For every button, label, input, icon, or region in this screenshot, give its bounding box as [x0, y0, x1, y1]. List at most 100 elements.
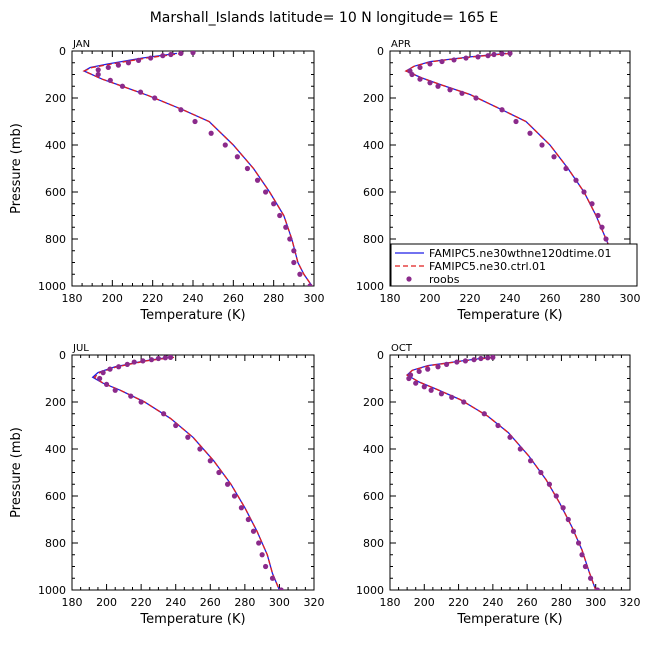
x-tick-label: 240 [500, 292, 521, 305]
y-tick-label: 400 [363, 139, 384, 152]
obs-point [527, 130, 533, 136]
obs-point [97, 375, 103, 382]
obs-point [287, 236, 293, 242]
obs-point [173, 422, 179, 429]
obs-point [425, 366, 431, 372]
x-tick-label: 240 [482, 596, 503, 609]
x-tick-label: 300 [304, 292, 325, 305]
y-tick-label: 400 [45, 443, 66, 456]
x-tick-label: 220 [142, 292, 163, 305]
obs-point [417, 76, 423, 82]
x-axis-label-apr: Temperature (K) [456, 308, 562, 323]
obs-point [216, 469, 222, 476]
obs-point [490, 355, 496, 360]
x-tick-label: 200 [414, 596, 435, 609]
obs-point [499, 51, 505, 57]
obs-point [499, 107, 505, 113]
obs-point [495, 422, 501, 429]
obs-point [140, 358, 146, 364]
obs-point [178, 51, 184, 56]
obs-point [428, 387, 434, 393]
obs-point [409, 71, 415, 78]
obs-point [421, 384, 427, 390]
x-tick-label: 180 [62, 292, 83, 305]
x-axis-label-jul: Temperature (K) [139, 612, 245, 627]
obs-point [579, 552, 585, 558]
obs-point [167, 355, 174, 360]
y-tick-label: 600 [363, 490, 384, 503]
obs-point [103, 381, 110, 387]
obs-point [435, 83, 441, 89]
obs-point [581, 189, 587, 195]
plot-frame-oct [389, 354, 631, 591]
obs-point [439, 58, 445, 65]
y-tick-label: 800 [363, 233, 384, 246]
x-tick-label: 280 [551, 596, 572, 609]
legend-label: roobs [429, 273, 460, 286]
y-tick-label: 200 [363, 396, 384, 409]
x-tick-label: 180 [380, 596, 401, 609]
panel-label-apr: APR [391, 39, 411, 50]
y-tick-label: 200 [45, 92, 66, 105]
obs-point [447, 87, 453, 93]
obs-point [443, 361, 450, 367]
series-group-oct [406, 355, 601, 590]
obs-point [244, 165, 251, 172]
obs-point [603, 236, 609, 242]
obs-point [135, 57, 142, 64]
obs-point [178, 107, 184, 113]
obs-point [560, 505, 566, 511]
obs-point [116, 364, 122, 370]
obs-point [234, 154, 240, 160]
obs-point [278, 587, 284, 590]
x-tick-label: 260 [517, 596, 538, 609]
x-tick-label: 260 [200, 596, 221, 609]
x-tick-label: 280 [580, 292, 601, 305]
obs-point [185, 434, 191, 440]
obs-point [478, 355, 484, 362]
y-tick-label: 0 [59, 349, 66, 362]
obs-point [307, 283, 313, 286]
obs-point [459, 90, 465, 96]
x-tick-label: 180 [380, 292, 401, 305]
obs-point [269, 575, 276, 581]
y-tick-label: 600 [45, 490, 66, 503]
obs-point [95, 67, 101, 73]
x-tick-label: 220 [448, 596, 469, 609]
obs-point [599, 224, 605, 230]
series-line-model-b [404, 52, 630, 286]
series-line-model-b [82, 52, 313, 286]
obs-point [254, 177, 261, 183]
obs-point [271, 201, 277, 207]
y-tick-label: 0 [377, 349, 384, 362]
obs-point [238, 505, 244, 511]
y-tick-label: 800 [45, 537, 66, 550]
y-tick-label: 200 [45, 396, 66, 409]
obs-point [160, 53, 166, 59]
obs-point [207, 458, 213, 464]
obs-point [250, 528, 257, 534]
y-tick-label: 1000 [356, 280, 384, 293]
x-tick-label: 220 [460, 292, 481, 305]
obs-point [190, 51, 196, 56]
y-axis-label-jul: Pressure (mb) [9, 427, 24, 518]
panel-oct: OCT 180 200 220 240 260 280 300 320 0 200 400 600 800… [356, 343, 641, 627]
obs-point [119, 83, 126, 89]
obs-point [152, 95, 158, 101]
x-tick-label: 220 [131, 596, 152, 609]
obs-point [507, 51, 513, 56]
panel-label-jan: JAN [72, 39, 90, 50]
y-tick-label: 0 [377, 45, 384, 58]
legend-marker-dot [406, 276, 412, 282]
obs-point [138, 399, 144, 405]
series-line-model-a [91, 356, 280, 590]
y-tick-label: 200 [363, 92, 384, 105]
obs-point [451, 57, 457, 63]
x-tick-label: 280 [263, 292, 284, 305]
obs-point [124, 361, 130, 367]
legend-label: FAMIPC5.ne30.ctrl.01 [429, 260, 546, 273]
y-tick-label: 600 [45, 186, 66, 199]
obs-point [481, 411, 487, 417]
obs-point [95, 71, 101, 78]
obs-point [192, 118, 198, 125]
